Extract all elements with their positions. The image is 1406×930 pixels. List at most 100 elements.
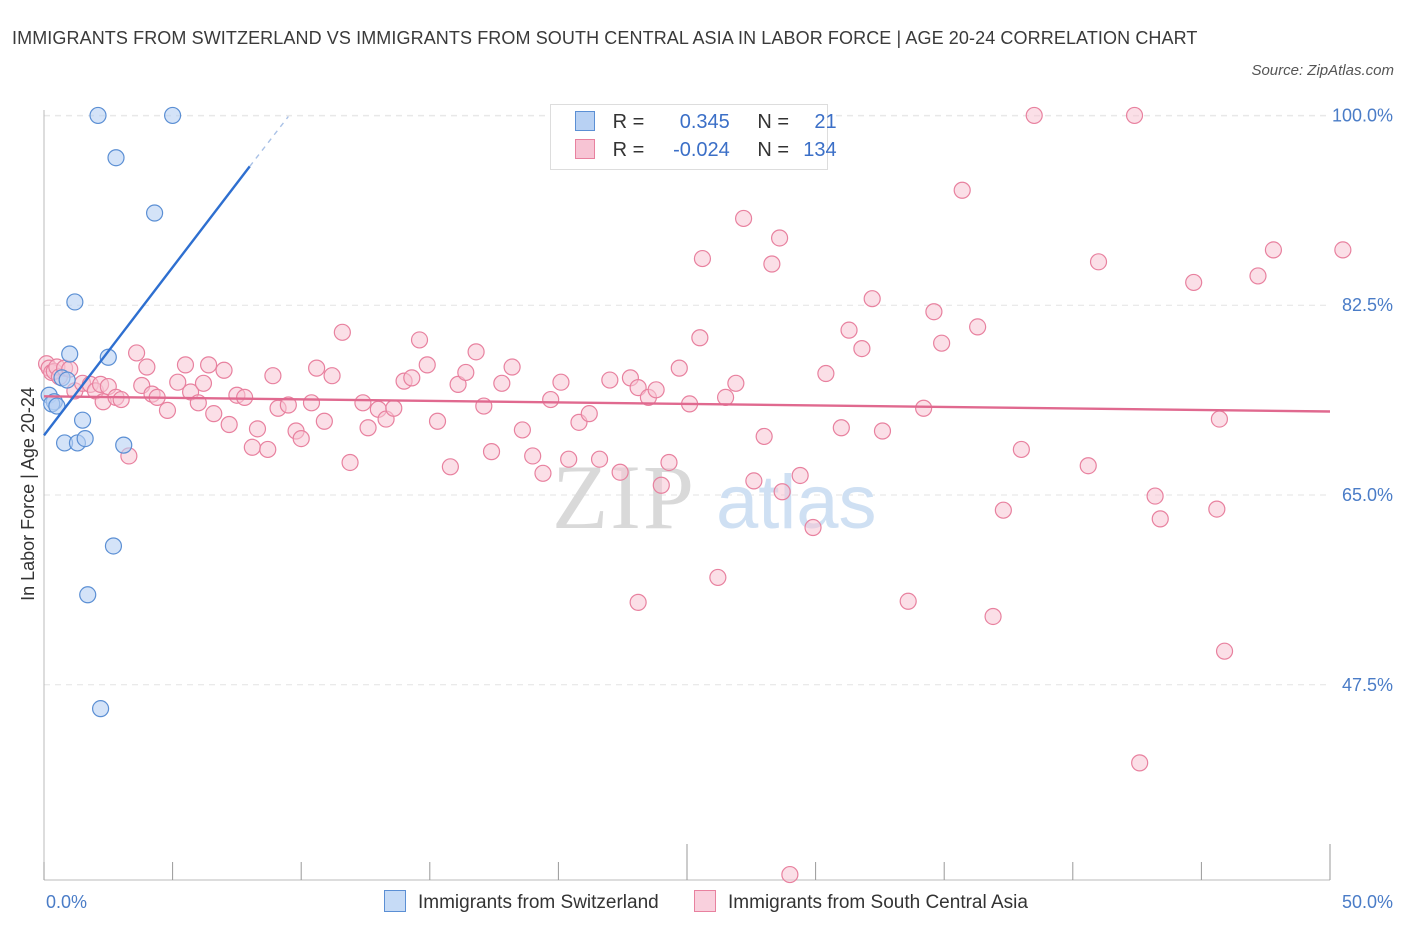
data-point-south-central-asia (804, 518, 822, 537)
trend-lines (43, 116, 1331, 437)
data-point-south-central-asia (734, 209, 753, 228)
data-point-south-central-asia (158, 401, 177, 420)
data-point-switzerland (104, 537, 123, 555)
legend-n-value: 134 (803, 139, 837, 161)
legend-swatch-blue (575, 111, 595, 131)
y-tick-label: 47.5% (1342, 675, 1393, 695)
data-point-south-central-asia (333, 323, 351, 341)
legend-swatch-pink (575, 139, 595, 159)
data-point-switzerland (145, 204, 164, 222)
data-point-south-central-asia (647, 381, 665, 399)
data-point-south-central-asia (791, 466, 809, 485)
chart-title: IMMIGRANTS FROM SWITZERLAND VS IMMIGRANT… (12, 28, 1198, 48)
x-tick-label: 0.0% (46, 892, 87, 912)
legend-n-label: N = (757, 139, 790, 161)
data-point-south-central-asia (873, 422, 892, 440)
data-point-switzerland (61, 345, 79, 363)
legend-row-south-central-asia: R = -0.024 N = 134 (575, 139, 837, 167)
data-point-south-central-asia (441, 458, 459, 476)
legend-r-value: -0.024 (673, 139, 730, 161)
legend-r-value: 0.345 (679, 111, 730, 133)
data-point-south-central-asia (215, 361, 233, 379)
data-point-south-central-asia (194, 374, 213, 392)
data-point-south-central-asia (323, 367, 341, 385)
data-point-south-central-asia (385, 399, 403, 417)
data-point-south-central-asia (709, 568, 727, 587)
data-point-south-central-asia (552, 373, 570, 391)
data-point-south-central-asia (925, 303, 943, 321)
data-point-south-central-asia (984, 607, 1002, 626)
tick-labels: 47.5% 65.0% 82.5% 100.0% 0.0% 50.0% (46, 105, 1393, 912)
data-point-south-central-asia (611, 463, 629, 481)
data-point-switzerland (48, 397, 66, 415)
data-point-south-central-asia (200, 356, 218, 374)
data-point-south-central-asia (524, 447, 542, 465)
trend-line-switzerland-extension (249, 116, 289, 167)
legend-swatch-pink (694, 890, 717, 912)
data-point-south-central-asia (1025, 106, 1043, 125)
data-point-switzerland (79, 586, 97, 604)
series-south-central-asia-points (37, 106, 1352, 884)
data-point-south-central-asia (1079, 457, 1097, 475)
series-legend: Immigrants from Switzerland Immigrants f… (384, 890, 1058, 914)
legend-item-switzerland: Immigrants from Switzerland (384, 890, 659, 914)
legend-item-south-central-asia: Immigrants from South Central Asia (694, 890, 1028, 914)
data-point-south-central-asia (1146, 487, 1164, 505)
legend-n-label: N = (757, 111, 790, 133)
data-point-south-central-asia (853, 339, 871, 358)
data-point-switzerland (107, 149, 125, 167)
data-point-south-central-asia (513, 421, 531, 439)
data-point-south-central-asia (410, 331, 429, 349)
data-point-south-central-asia (716, 388, 735, 406)
data-point-south-central-asia (248, 420, 267, 438)
data-point-south-central-asia (1089, 253, 1108, 271)
data-point-south-central-asia (1264, 241, 1283, 259)
trend-line-switzerland (43, 165, 251, 437)
data-point-south-central-asia (264, 367, 282, 385)
data-point-south-central-asia (243, 438, 261, 456)
y-tick-label: 65.0% (1342, 485, 1393, 505)
data-point-switzerland (99, 348, 117, 366)
data-point-south-central-asia (969, 318, 987, 336)
data-point-south-central-asia (1151, 510, 1169, 528)
data-point-south-central-asia (1334, 241, 1352, 259)
data-point-south-central-asia (590, 450, 609, 468)
data-point-south-central-asia (542, 390, 560, 409)
data-point-south-central-asia (1131, 754, 1149, 772)
data-point-south-central-asia (302, 394, 321, 412)
data-point-south-central-asia (457, 363, 475, 382)
data-point-south-central-asia (341, 453, 359, 472)
data-point-switzerland (66, 293, 84, 311)
y-axis-label: In Labor Force | Age 20-24 (18, 387, 38, 601)
data-point-south-central-asia (755, 427, 773, 446)
legend-r-label: R = (612, 139, 645, 161)
data-point-south-central-asia (308, 359, 326, 377)
data-point-south-central-asia (781, 865, 799, 884)
data-point-south-central-asia (259, 440, 277, 459)
data-point-south-central-asia (1208, 500, 1226, 518)
data-point-south-central-asia (205, 405, 223, 423)
data-point-switzerland (73, 411, 92, 429)
data-point-south-central-asia (292, 430, 310, 448)
data-point-switzerland (164, 106, 182, 125)
data-point-south-central-asia (953, 181, 971, 199)
data-point-south-central-asia (899, 592, 917, 610)
legend-r-label: R = (612, 111, 645, 133)
data-point-south-central-asia (863, 290, 881, 308)
stats-legend: R = 0.345 N = 21 R = -0.024 N = 134 (550, 104, 837, 170)
y-tick-label: 100.0% (1332, 105, 1393, 125)
data-point-south-central-asia (403, 369, 421, 387)
data-point-south-central-asia (220, 415, 238, 434)
legend-label-switzerland: Immigrants from Switzerland (418, 892, 659, 913)
data-point-south-central-asia (236, 388, 254, 406)
data-point-south-central-asia (840, 321, 858, 339)
data-point-south-central-asia (138, 358, 156, 376)
data-point-south-central-asia (770, 229, 789, 247)
data-point-south-central-asia (482, 443, 501, 461)
data-point-south-central-asia (534, 464, 552, 482)
data-point-south-central-asia (1210, 410, 1229, 428)
trend-line-south-central-asia (43, 395, 1331, 413)
data-point-south-central-asia (660, 453, 678, 472)
data-point-south-central-asia (1185, 273, 1203, 292)
